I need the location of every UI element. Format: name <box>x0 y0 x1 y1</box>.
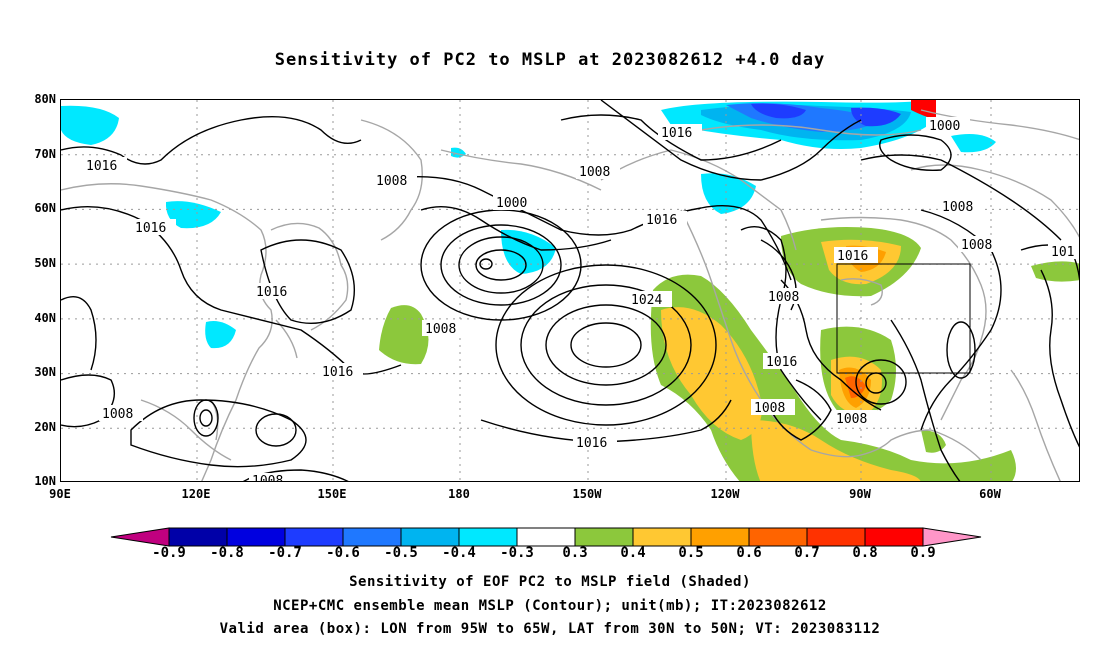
colorbar-label: 0.5 <box>678 545 704 561</box>
contour-label: 1000 <box>929 119 960 134</box>
contour-label: 1016 <box>135 221 166 236</box>
contour-label: 1008 <box>768 290 799 305</box>
contour-label: 1016 <box>661 126 692 141</box>
contour-label: 1016 <box>766 355 797 370</box>
colorbar-label: 0.9 <box>910 545 936 561</box>
colorbar-label: 0.6 <box>736 545 762 561</box>
contour-label: 1008 <box>754 401 785 416</box>
colorbar-label: 0.3 <box>562 545 588 561</box>
colorbar-label: 0.8 <box>852 545 878 561</box>
lat-label-40n: 40N <box>34 311 56 325</box>
colorbar-cell <box>226 527 286 547</box>
colorbar-label: 0.4 <box>620 545 646 561</box>
colorbar-cell <box>168 527 228 547</box>
caption-line-2: NCEP+CMC ensemble mean MSLP (Contour); u… <box>273 598 827 614</box>
coastlines <box>61 109 1079 481</box>
mslp-contours <box>61 100 1079 481</box>
contour-label: 1016 <box>256 285 287 300</box>
lat-label-70n: 70N <box>34 147 56 161</box>
lat-label-30n: 30N <box>34 365 56 379</box>
colorbar-cell <box>342 527 402 547</box>
contour-labels: 1016 1008 1008 1016 1000 1016 1016 1008 … <box>83 117 1079 482</box>
lon-label-120e: 120E <box>181 487 211 501</box>
contour-label: 1008 <box>102 407 133 422</box>
colorbar-label: -0.5 <box>384 545 418 561</box>
contour-label: 1016 <box>576 436 607 451</box>
colorbar-cell <box>864 527 924 547</box>
colorbar-label: 0.7 <box>794 545 820 561</box>
contour-label: 1000 <box>496 196 527 211</box>
colorbar-label: -0.7 <box>268 545 302 561</box>
lon-label-180: 180 <box>448 487 470 501</box>
colorbar-label: -0.8 <box>210 545 244 561</box>
map-panel: 1016 1008 1008 1016 1000 1016 1016 1008 … <box>60 99 1080 482</box>
map-canvas: 1016 1008 1008 1016 1000 1016 1016 1008 … <box>61 100 1079 482</box>
colorbar <box>110 527 982 547</box>
caption-line-3: Valid area (box): LON from 95W to 65W, L… <box>219 621 881 637</box>
colorbar-cell <box>458 527 518 547</box>
lon-label-150e: 150E <box>317 487 347 501</box>
colorbar-cell <box>574 527 634 547</box>
colorbar-cell <box>110 527 170 547</box>
colorbar-cell <box>400 527 460 547</box>
chart-title: Sensitivity of PC2 to MSLP at 2023082612… <box>274 50 826 70</box>
colorbar-cell <box>690 527 750 547</box>
colorbar-cell <box>284 527 344 547</box>
contour-label: 1008 <box>425 322 456 337</box>
colorbar-cell <box>922 527 982 547</box>
lon-label-90e: 90E <box>49 487 71 501</box>
colorbar-label: -0.9 <box>152 545 186 561</box>
contour-label: 1016 <box>837 249 868 264</box>
lon-label-120w: 120W <box>710 487 740 501</box>
contour-label: 1008 <box>961 238 992 253</box>
lat-label-50n: 50N <box>34 256 56 270</box>
lon-label-90w: 90W <box>849 487 871 501</box>
contour-label: 1008 <box>942 200 973 215</box>
contour-label: 1024 <box>631 293 662 308</box>
contour-label: 1016 <box>86 159 117 174</box>
lat-label-80n: 80N <box>34 92 56 106</box>
colorbar-label: -0.6 <box>326 545 360 561</box>
lon-label-60w: 60W <box>979 487 1001 501</box>
contour-label: 1016 <box>646 213 677 228</box>
colorbar-label: -0.4 <box>442 545 476 561</box>
contour-label: 1008 <box>252 474 283 482</box>
colorbar-cell <box>748 527 808 547</box>
valid-area-box <box>836 263 971 374</box>
caption-line-1: Sensitivity of EOF PC2 to MSLP field (Sh… <box>349 574 751 590</box>
contour-label: 101 <box>1051 245 1074 260</box>
contour-label: 1008 <box>376 174 407 189</box>
colorbar-cell <box>516 527 576 547</box>
contour-label: 1008 <box>836 412 867 427</box>
contour-label: 1008 <box>579 165 610 180</box>
lat-label-60n: 60N <box>34 201 56 215</box>
contour-label: 1016 <box>322 365 353 380</box>
lat-label-20n: 20N <box>34 420 56 434</box>
colorbar-cell <box>806 527 866 547</box>
colorbar-label: -0.3 <box>500 545 534 561</box>
lon-label-150w: 150W <box>572 487 602 501</box>
colorbar-cell <box>632 527 692 547</box>
lat-label-10n: 10N <box>34 474 56 488</box>
